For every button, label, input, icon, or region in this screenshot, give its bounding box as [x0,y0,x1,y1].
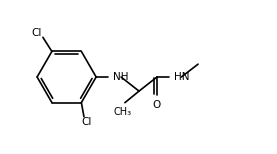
Text: HN: HN [174,72,190,82]
Text: Cl: Cl [31,28,42,38]
Text: CH₃: CH₃ [114,107,132,117]
Text: NH: NH [113,72,129,82]
Text: Cl: Cl [81,117,92,127]
Text: O: O [153,100,161,110]
